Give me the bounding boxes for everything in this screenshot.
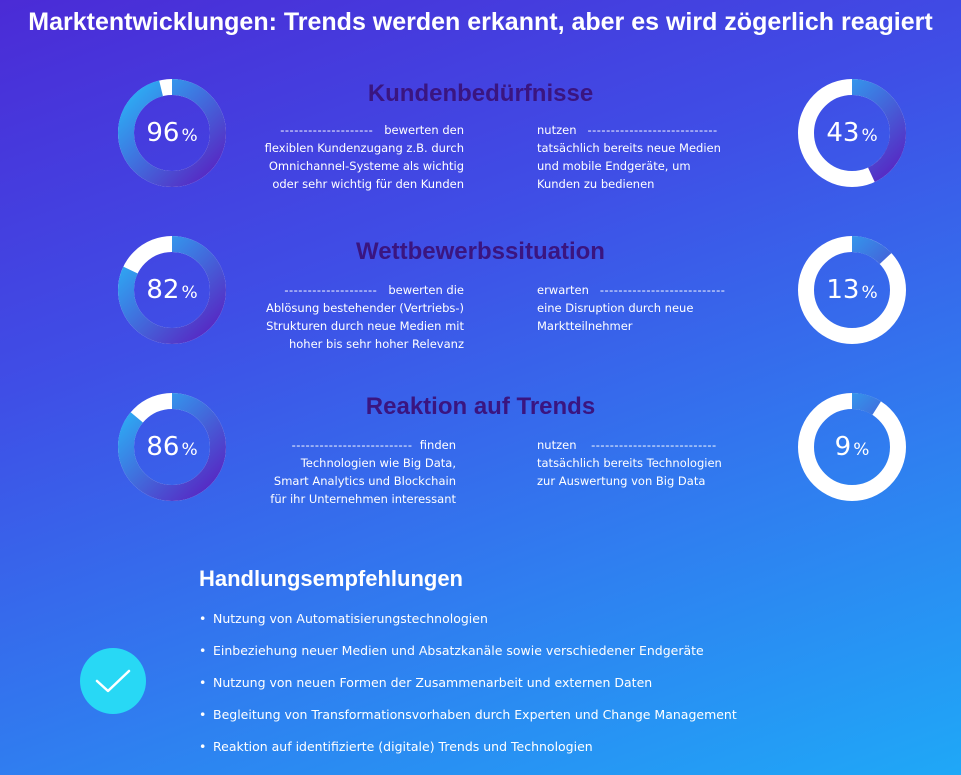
- donut-svg: [118, 79, 226, 187]
- desc-reaktion-left: -------------------------- finden Techno…: [270, 436, 456, 508]
- donut-value: 43: [826, 118, 860, 148]
- donut-arc: [798, 393, 906, 501]
- bullet-icon: •: [199, 739, 207, 754]
- desc-line: Ablösung bestehender (Vertriebs-): [266, 301, 464, 315]
- dash-line: ---------------------------: [591, 438, 717, 452]
- donut-arc: [118, 79, 226, 187]
- donut-value: 82: [146, 275, 180, 305]
- desc-line: hoher bis sehr hoher Relevanz: [288, 337, 464, 351]
- desc-reaktion-right: nutzen --------------------------- tatsä…: [537, 436, 722, 490]
- list-item: • Nutzung von Automatisierungstechnologie…: [199, 603, 737, 635]
- donut-arc: [798, 236, 906, 344]
- page-title: Marktentwicklungen: Trends werden erkann…: [28, 8, 933, 36]
- desc-line: finden: [419, 438, 456, 452]
- desc-line: zur Auswertung von Big Data: [537, 474, 706, 488]
- desc-line: für ihr Unternehmen interessant: [270, 492, 456, 506]
- donut-value: 13: [826, 275, 860, 305]
- recommendations-list: • Nutzung von Automatisierungstechnologie…: [199, 603, 737, 763]
- donut-wettbewerbssituation-right: 13%: [797, 235, 907, 345]
- list-item-text: Reaktion auf identifizierte (digitale) T…: [213, 739, 593, 754]
- donut-kundenbeduerfnisse-left: 96%: [117, 78, 227, 188]
- donut-unit: %: [181, 126, 198, 146]
- desc-line: Kunden zu bedienen: [537, 177, 655, 191]
- donut-unit: %: [861, 126, 878, 146]
- list-item-text: Begleitung von Transformationsvorhaben d…: [213, 707, 737, 722]
- bullet-icon: •: [199, 611, 207, 626]
- desc-line: eine Disruption durch neue: [537, 301, 694, 315]
- donut-svg: [118, 236, 226, 344]
- desc-line: bewerten die: [388, 283, 464, 297]
- list-item: • Einbeziehung neuer Medien und Absatzkan…: [199, 635, 737, 667]
- desc-line: Strukturen durch neue Medien mit: [266, 319, 464, 333]
- desc-wettbewerbssituation-left: -------------------- bewerten die Ablösu…: [266, 281, 464, 353]
- list-item-text: Nutzung von Automatisierungstechnologien: [213, 611, 488, 626]
- donut-unit: %: [181, 440, 198, 460]
- desc-line: oder sehr wichtig für den Kunden: [272, 177, 464, 191]
- desc-line: tatsächlich bereits neue Medien: [537, 141, 721, 155]
- dash-line: --------------------: [284, 283, 378, 297]
- dash-line: ----------------------------: [587, 123, 718, 137]
- desc-line: Omnichannel-Systeme als wichtig: [268, 159, 464, 173]
- donut-arc: [118, 393, 226, 501]
- desc-line: bewerten den: [384, 123, 464, 137]
- donut-arc: [798, 79, 906, 187]
- list-item-text: Einbeziehung neuer Medien und Absatzkanä…: [213, 643, 704, 658]
- desc-kundenbeduerfnisse-right: nutzen ---------------------------- tats…: [537, 121, 721, 193]
- donut-reaktion-right: 9%: [797, 392, 907, 502]
- section-title-reaktion-auf-trends: Reaktion auf Trends: [365, 393, 596, 420]
- bullet-icon: •: [199, 707, 207, 722]
- list-item: • Nutzung von neuen Formen der Zusammenar…: [199, 667, 737, 699]
- list-item: • Reaktion auf identifizierte (digitale) …: [199, 731, 737, 763]
- desc-kundenbeduerfnisse-left: -------------------- bewerten den flexib…: [265, 121, 464, 193]
- desc-line: Marktteilnehmer: [537, 319, 633, 333]
- donut-wettbewerbssituation-left: 82%: [117, 235, 227, 345]
- dash-line: --------------------------: [291, 438, 413, 452]
- donut-value: 96: [146, 118, 180, 148]
- donut-svg: [798, 236, 906, 344]
- desc-line: Smart Analytics und Blockchain: [273, 474, 456, 488]
- checkmark-icon: [80, 648, 146, 714]
- donut-arc: [118, 236, 226, 344]
- section-title-wettbewerbssituation: Wettbewerbssituation: [356, 238, 605, 265]
- desc-wettbewerbssituation-right: erwarten --------------------------- ein…: [537, 281, 725, 335]
- donut-unit: %: [181, 283, 198, 303]
- desc-line: Technologien wie Big Data,: [300, 456, 456, 470]
- section-title-kundenbeduerfnisse: Kundenbedürfnisse: [367, 80, 594, 107]
- recommendations-title: Handlungsempfehlungen: [199, 566, 463, 591]
- donut-value: 86: [146, 432, 180, 462]
- bullet-icon: •: [199, 675, 207, 690]
- donut-kundenbeduerfnisse-right: 43%: [797, 78, 907, 188]
- bullet-icon: •: [199, 643, 207, 658]
- dash-line: ---------------------------: [599, 283, 726, 297]
- list-item-text: Nutzung von neuen Formen der Zusammenarb…: [213, 675, 653, 690]
- donut-svg: [798, 79, 906, 187]
- desc-line: erwarten: [537, 283, 589, 297]
- donut-svg: [118, 393, 226, 501]
- desc-line: tatsächlich bereits Technologien: [537, 456, 722, 470]
- desc-line: nutzen: [537, 438, 577, 452]
- donut-svg: [798, 393, 906, 501]
- desc-line: flexiblen Kundenzugang z.B. durch: [264, 141, 464, 155]
- donut-unit: %: [853, 440, 870, 460]
- list-item: • Begleitung von Transformationsvorhaben …: [199, 699, 737, 731]
- donut-unit: %: [861, 283, 878, 303]
- donut-value: 9: [834, 432, 852, 462]
- desc-line: nutzen: [537, 123, 577, 137]
- dash-line: --------------------: [280, 123, 374, 137]
- donut-reaktion-left: 86%: [117, 392, 227, 502]
- desc-line: und mobile Endgeräte, um: [537, 159, 691, 173]
